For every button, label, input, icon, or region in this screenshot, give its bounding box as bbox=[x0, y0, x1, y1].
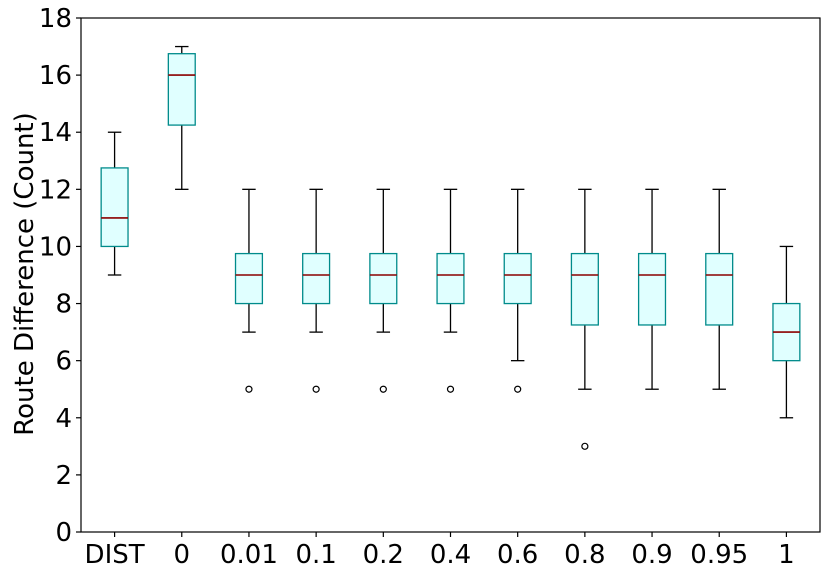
x-tick-label: 0.01 bbox=[220, 540, 278, 570]
x-tick-label: 0 bbox=[173, 540, 190, 570]
box-body bbox=[100, 167, 129, 248]
box-body bbox=[503, 252, 532, 305]
y-tick-label: 16 bbox=[39, 61, 72, 91]
y-tick-label: 2 bbox=[55, 461, 72, 491]
y-tick-label: 14 bbox=[39, 118, 72, 148]
y-tick-label: 8 bbox=[55, 290, 72, 320]
box-8 bbox=[570, 188, 599, 450]
y-tick-label: 6 bbox=[55, 347, 72, 377]
y-tick-label: 0 bbox=[55, 518, 72, 548]
box-11 bbox=[772, 245, 801, 419]
box-4 bbox=[302, 188, 331, 393]
y-axis-title: Route Difference (Count) bbox=[10, 112, 40, 436]
outlier-point bbox=[514, 385, 522, 393]
box-body bbox=[705, 252, 734, 326]
x-tick-label: 0.6 bbox=[497, 540, 538, 570]
axes: 0 2 4 6 8 10 12 14 16 18 DIST 0 0.01 0.1 0.2 0.4 0.6 0.8 0… bbox=[39, 4, 821, 570]
box-7 bbox=[503, 188, 532, 393]
outlier-point bbox=[581, 442, 589, 450]
y-tick-label: 18 bbox=[39, 4, 72, 34]
box-3 bbox=[234, 188, 264, 393]
box-body bbox=[436, 252, 465, 305]
box-body bbox=[234, 252, 264, 305]
y-tick-label: 12 bbox=[39, 175, 72, 205]
box-6 bbox=[436, 188, 465, 393]
x-tick-label: 0.1 bbox=[295, 540, 336, 570]
x-tick-label: 0.95 bbox=[690, 540, 748, 570]
box-10 bbox=[705, 188, 734, 390]
box-1 bbox=[100, 131, 129, 276]
box-9 bbox=[637, 188, 667, 390]
outlier-point bbox=[446, 385, 455, 393]
x-tick-label: 0.4 bbox=[430, 540, 471, 570]
outlier-point bbox=[245, 385, 253, 393]
box-body bbox=[570, 252, 599, 326]
plot-area bbox=[100, 45, 801, 450]
x-tick-label: 0.9 bbox=[631, 540, 672, 570]
box-5 bbox=[369, 188, 398, 393]
box-2 bbox=[167, 45, 196, 190]
box-body bbox=[302, 252, 331, 305]
outlier-point bbox=[379, 385, 387, 393]
y-tick-label: 10 bbox=[39, 232, 72, 262]
outlier-point bbox=[312, 385, 320, 393]
x-tick-label: 0.2 bbox=[363, 540, 404, 570]
box-body bbox=[637, 252, 667, 326]
box-body bbox=[369, 252, 398, 305]
y-tick-label: 4 bbox=[55, 404, 72, 434]
x-tick-label: 0.8 bbox=[564, 540, 605, 570]
x-tick-label: DIST bbox=[85, 540, 145, 570]
x-tick-label: 1 bbox=[778, 540, 795, 570]
box-body bbox=[167, 53, 196, 126]
